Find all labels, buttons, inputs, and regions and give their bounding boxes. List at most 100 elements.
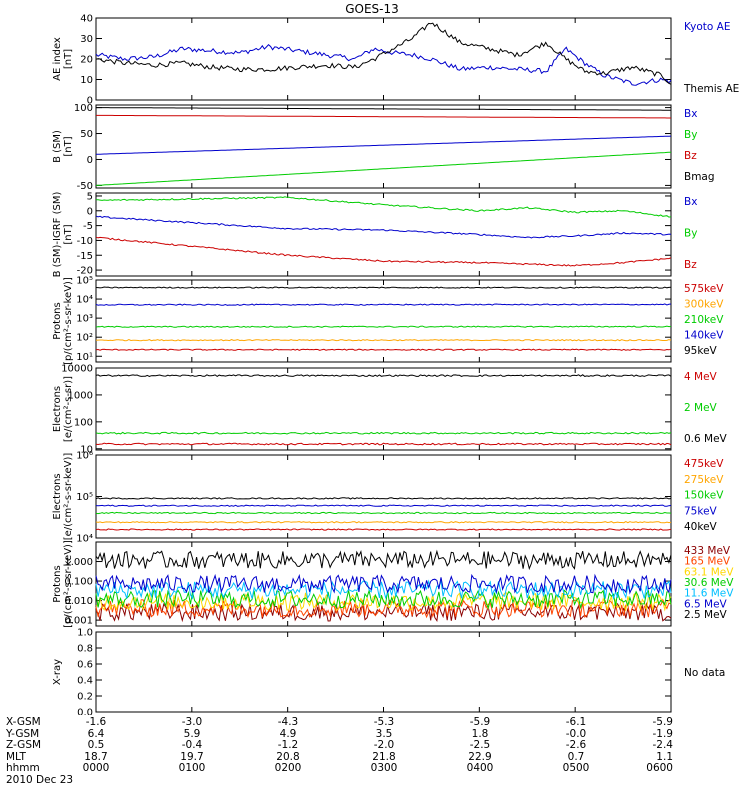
legend-entry: 40keV xyxy=(684,521,718,533)
y-tick-label: 10³ xyxy=(76,314,93,325)
series-line-75kev xyxy=(95,504,672,507)
y-tick-label: 10⁵ xyxy=(76,276,93,287)
footer-value: 1.1 xyxy=(656,750,673,763)
footer-value: 0.5 xyxy=(87,739,105,751)
series-line-210kev xyxy=(95,325,672,328)
footer-value: -4.3 xyxy=(277,716,299,728)
legend-entry: No data xyxy=(684,667,725,679)
legend-entry: 300keV xyxy=(684,299,724,311)
y-tick-label: 0 xyxy=(87,155,93,166)
series-line-11-6-mev xyxy=(95,579,672,601)
legend-entry: 575keV xyxy=(684,283,724,295)
legend-entry: Kyoto AE xyxy=(684,21,730,33)
series-line-150kev xyxy=(95,511,672,515)
y-tick-label: 10⁵ xyxy=(76,492,93,503)
y-tick-label: 0.0 xyxy=(77,708,93,716)
y-tick-label: 0.6 xyxy=(77,660,93,671)
legend-entry: 150keV xyxy=(684,490,724,502)
y-axis-label-line: [nT] xyxy=(63,224,74,244)
series-line-2-mev xyxy=(95,431,672,435)
y-tick-label: 100 xyxy=(74,103,93,114)
legend-entry: Bx xyxy=(684,196,697,208)
footer-row-label: Y-GSM xyxy=(6,727,40,740)
legend-entry: 275keV xyxy=(684,474,724,486)
footer-row-label: X-GSM xyxy=(6,716,41,728)
legend-entry: 0.6 MeV xyxy=(684,433,728,445)
legend-entry: 140keV xyxy=(684,330,724,342)
legend-entry: 75keV xyxy=(684,505,718,517)
y-axis-label-line: Protons xyxy=(52,302,63,339)
legend-entry: 433 MeV xyxy=(684,545,731,557)
legend-entry: 475keV xyxy=(684,458,724,470)
y-axis-label-line: [e/(cm²-s-sr-keV)] xyxy=(63,453,74,541)
legend-entry: 2.5 MeV xyxy=(684,609,728,621)
y-tick-label: 5 xyxy=(87,191,93,202)
footer-value: 0500 xyxy=(562,762,590,774)
y-tick-label: 10¹ xyxy=(76,352,93,363)
footer-value: -6.1 xyxy=(565,716,587,728)
series-line-140kev xyxy=(95,303,672,306)
y-tick-label: 40 xyxy=(80,14,93,25)
footer-value: -2.0 xyxy=(373,739,395,751)
y-tick-label: 10000 xyxy=(61,364,93,375)
legend-entry: Bx xyxy=(684,108,697,120)
footer-value: -1.2 xyxy=(277,739,299,751)
y-axis-label-line: X-ray xyxy=(52,659,63,685)
legend-entry: 4 MeV xyxy=(684,371,718,383)
y-tick-label: 0.4 xyxy=(77,676,93,687)
series-line-40kev xyxy=(95,497,672,500)
y-tick-label: 0 xyxy=(87,206,93,217)
y-axis-label-line: Protons xyxy=(52,565,63,602)
footer-value: -2.4 xyxy=(652,739,674,751)
y-axis-label: B (SM)-IGRF (SM)[nT] xyxy=(52,192,74,278)
y-tick-label: 10² xyxy=(76,333,93,344)
panel-3: -20 -15 -10 -5 0 5 B (SM)-IGRF (SM)[nT] Bx By Bz xyxy=(52,191,697,277)
y-tick-label: 100 xyxy=(74,417,93,428)
y-tick-label: 10 xyxy=(80,75,93,86)
series-line-by xyxy=(96,196,672,218)
series-line-bx xyxy=(95,135,672,155)
footer-row-z-gsm: Z-GSM 0.5 -0.4 -1.2 -2.0 -2.5 -2.6 -2.4 xyxy=(0,739,750,751)
footer-row-label: hhmm xyxy=(6,762,40,774)
footer-value: 0600 xyxy=(646,762,673,774)
footer-value: 18.7 xyxy=(84,750,108,763)
footer-value: 4.9 xyxy=(279,727,297,740)
y-axis-label-line: B (SM) xyxy=(52,130,63,163)
footer-value: -1.6 xyxy=(85,716,107,728)
series-line-575kev xyxy=(95,348,672,351)
legend-entry: 95keV xyxy=(684,345,718,357)
y-axis-label-line: AE index xyxy=(52,37,63,81)
footer-date: 2010 Dec 23 xyxy=(6,773,74,786)
footer-value: 0.7 xyxy=(567,750,585,763)
panel-frame xyxy=(95,367,672,451)
y-tick-label: 0.100 xyxy=(64,577,93,588)
series-line-kyoto-ae xyxy=(95,44,672,86)
footer-row-y-gsm: Y-GSM 6.4 5.9 4.9 3.5 1.8 -0.0 -1.9 xyxy=(0,728,750,740)
y-axis-label-line: Electrons xyxy=(52,386,63,432)
y-tick-label: 10 xyxy=(80,444,93,455)
footer-row-mlt: MLT 18.7 19.7 20.8 21.8 22.9 0.7 1.1 xyxy=(0,751,750,763)
series-line-165-mev xyxy=(95,598,672,619)
series-line-300kev xyxy=(95,339,672,342)
panel-1: 0 10 20 30 40 AE index[nT] Kyoto AE Themis AE xyxy=(52,14,739,107)
legend-entry: By xyxy=(684,129,697,141)
footer-value: -5.9 xyxy=(652,716,674,728)
y-axis-label-line: [p/(cm²-s-sr-keV)] xyxy=(63,540,74,628)
y-axis-label: B (SM)[nT] xyxy=(52,130,74,163)
panel-frame xyxy=(95,454,672,539)
legend-entry: Bmag xyxy=(684,171,715,183)
y-axis-label-line: Electrons xyxy=(52,473,63,519)
y-tick-label: 0.010 xyxy=(64,596,93,607)
y-tick-label: 1000 xyxy=(68,390,93,401)
series-line-bmag xyxy=(96,107,671,111)
y-tick-label: 1.000 xyxy=(64,557,93,568)
y-axis-label-line: [nT] xyxy=(63,49,74,69)
series-line-275kev xyxy=(95,521,672,524)
footer-row-label: Z-GSM xyxy=(6,739,42,751)
series-line-bx xyxy=(95,215,672,239)
y-axis-label-line: [p/(cm²-s-sr-keV)] xyxy=(63,277,74,365)
legend-entry: 2 MeV xyxy=(684,402,718,414)
legend-entry: Bz xyxy=(684,150,697,162)
legend-entry: 165 MeV xyxy=(684,556,731,568)
